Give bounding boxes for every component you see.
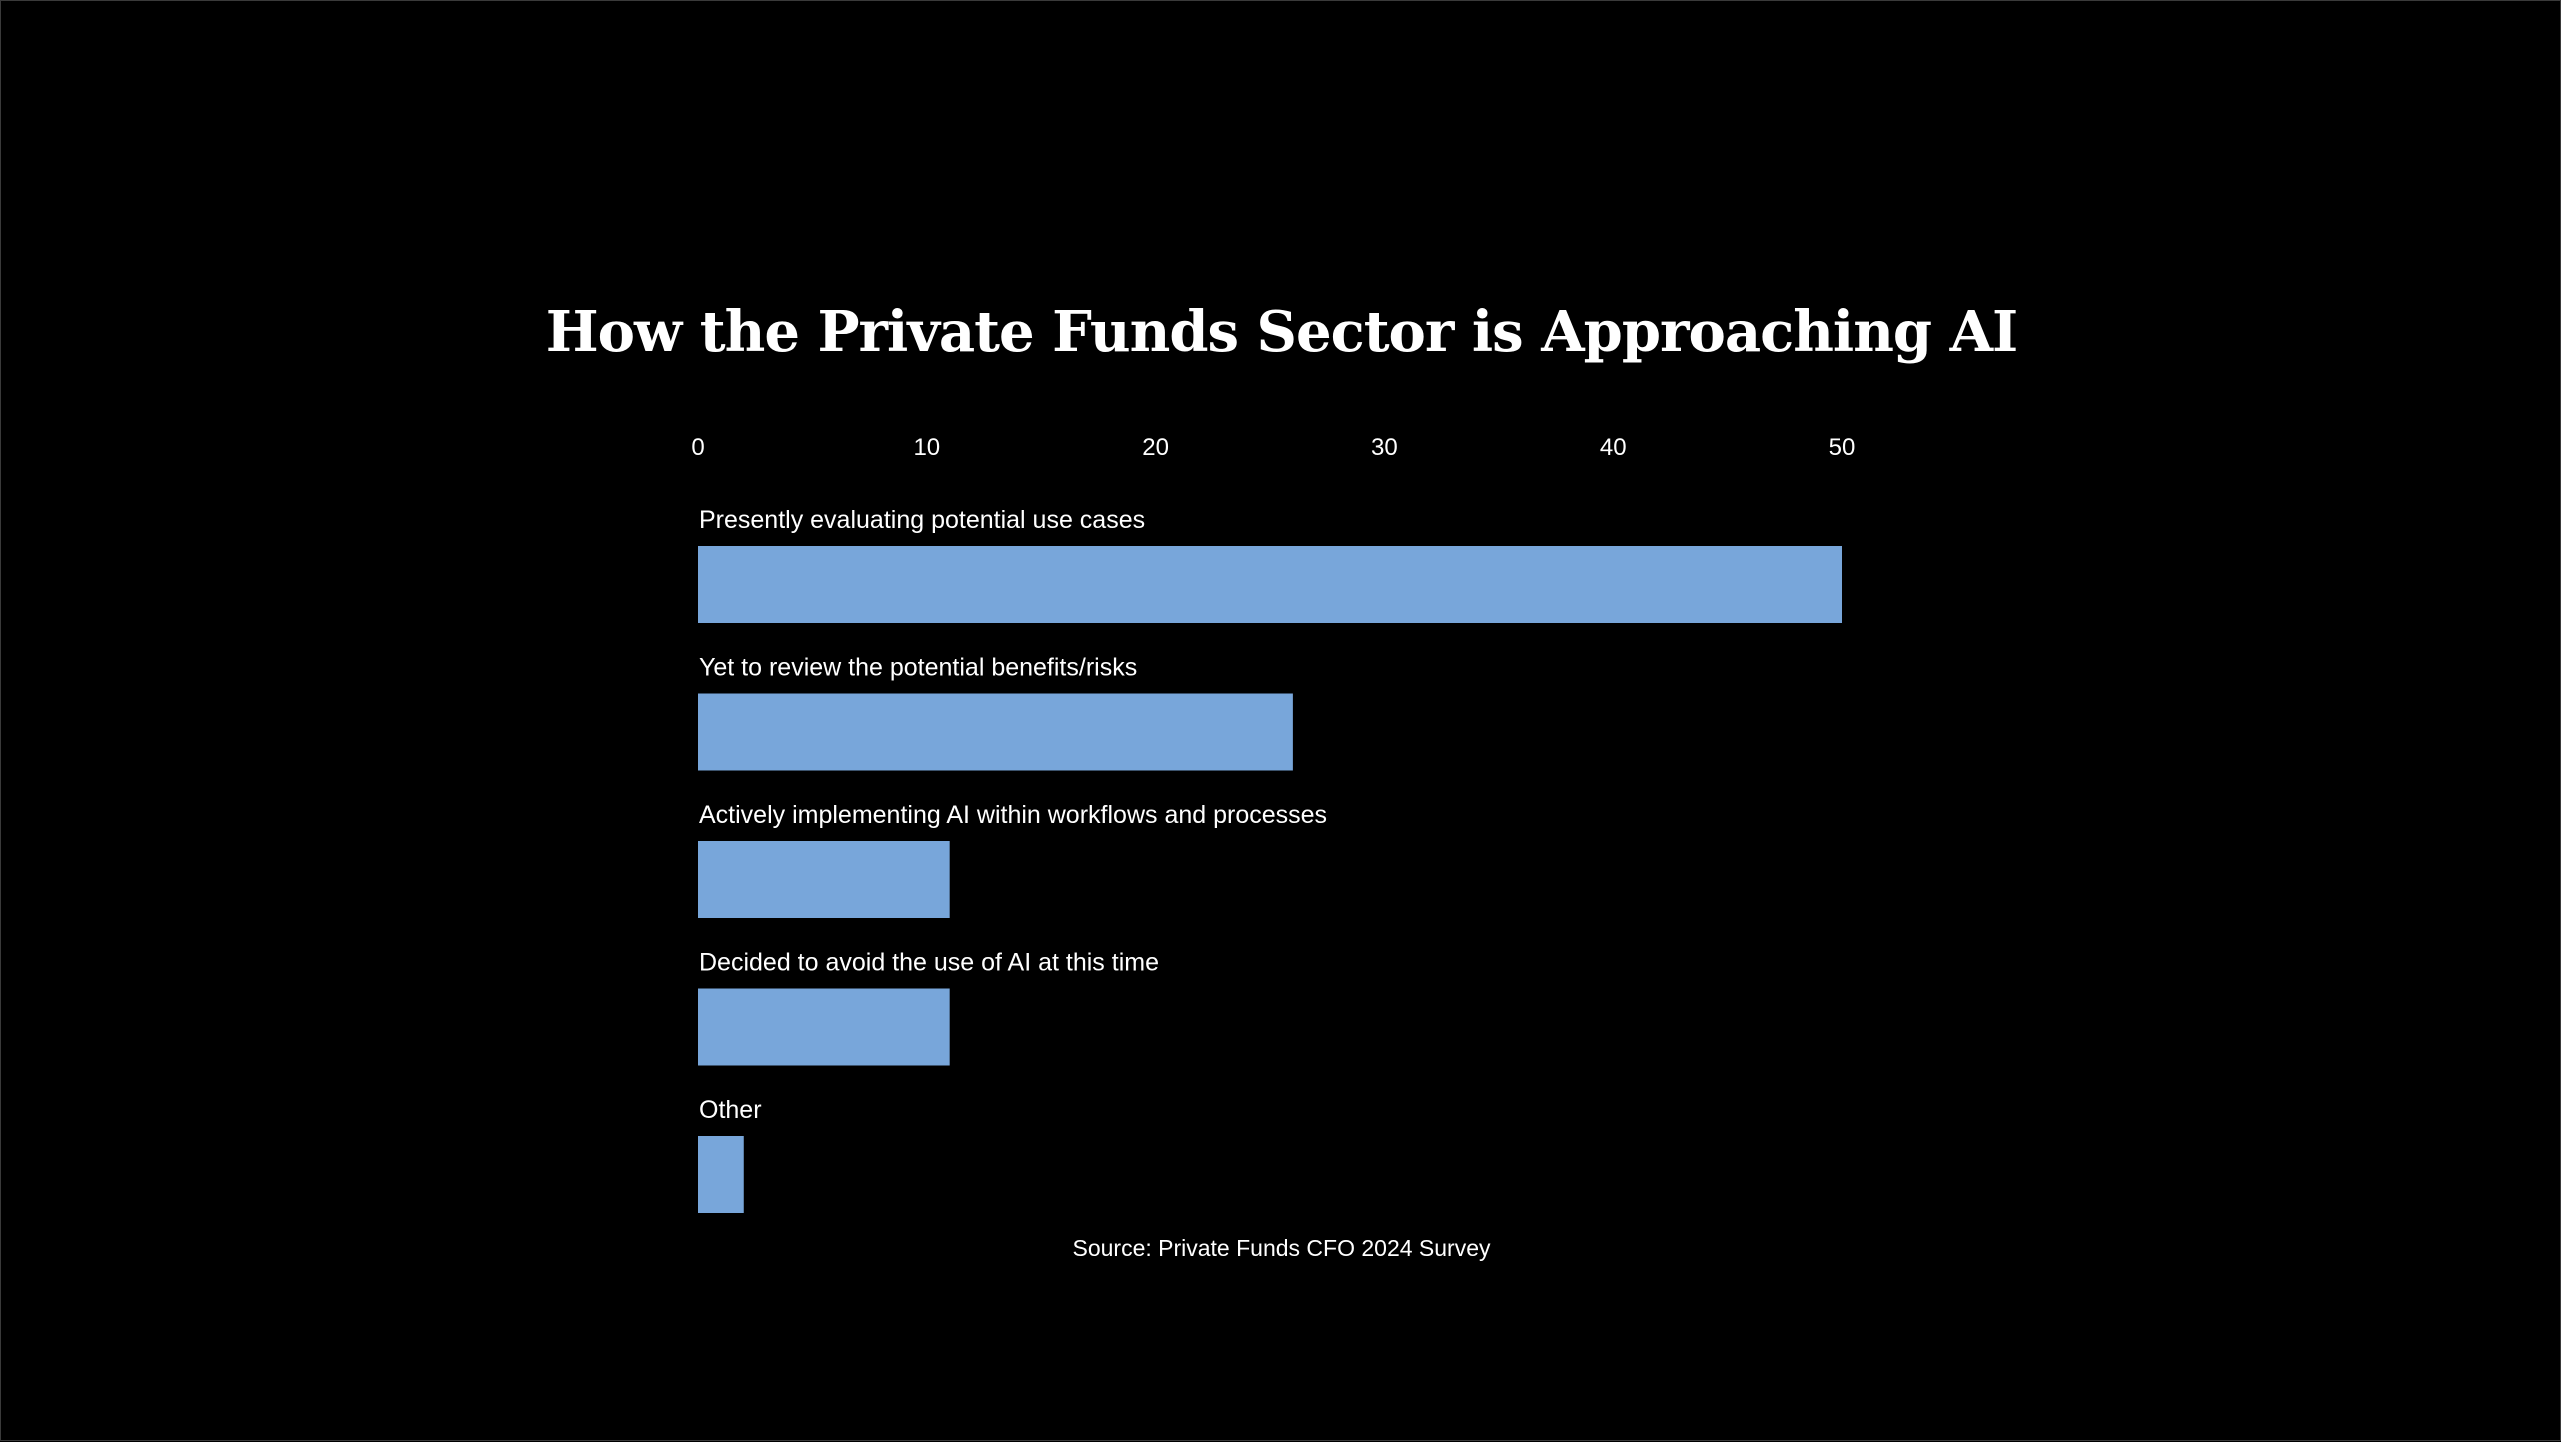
x-tick-label: 40 xyxy=(1600,434,1627,461)
bar xyxy=(698,988,950,1066)
bar xyxy=(698,1136,744,1213)
category-label: Decided to avoid the use of AI at this t… xyxy=(699,949,1159,977)
category-label: Yet to review the potential benefits/ris… xyxy=(699,654,1137,682)
bar xyxy=(698,841,950,918)
x-tick-label: 0 xyxy=(691,434,704,461)
category-label: Other xyxy=(699,1096,762,1124)
x-tick-label: 10 xyxy=(913,434,940,461)
x-tick-label: 30 xyxy=(1371,434,1398,461)
bar xyxy=(698,693,1293,771)
x-tick-label: 20 xyxy=(1142,434,1169,461)
category-label: Actively implementing AI within workflow… xyxy=(699,801,1327,829)
category-label: Presently evaluating potential use cases xyxy=(699,506,1145,534)
chart-title: How the Private Funds Sector is Approach… xyxy=(545,299,2018,365)
x-tick-label: 50 xyxy=(1829,434,1856,461)
source-note: Source: Private Funds CFO 2024 Survey xyxy=(1072,1235,1491,1261)
bar xyxy=(698,546,1842,623)
